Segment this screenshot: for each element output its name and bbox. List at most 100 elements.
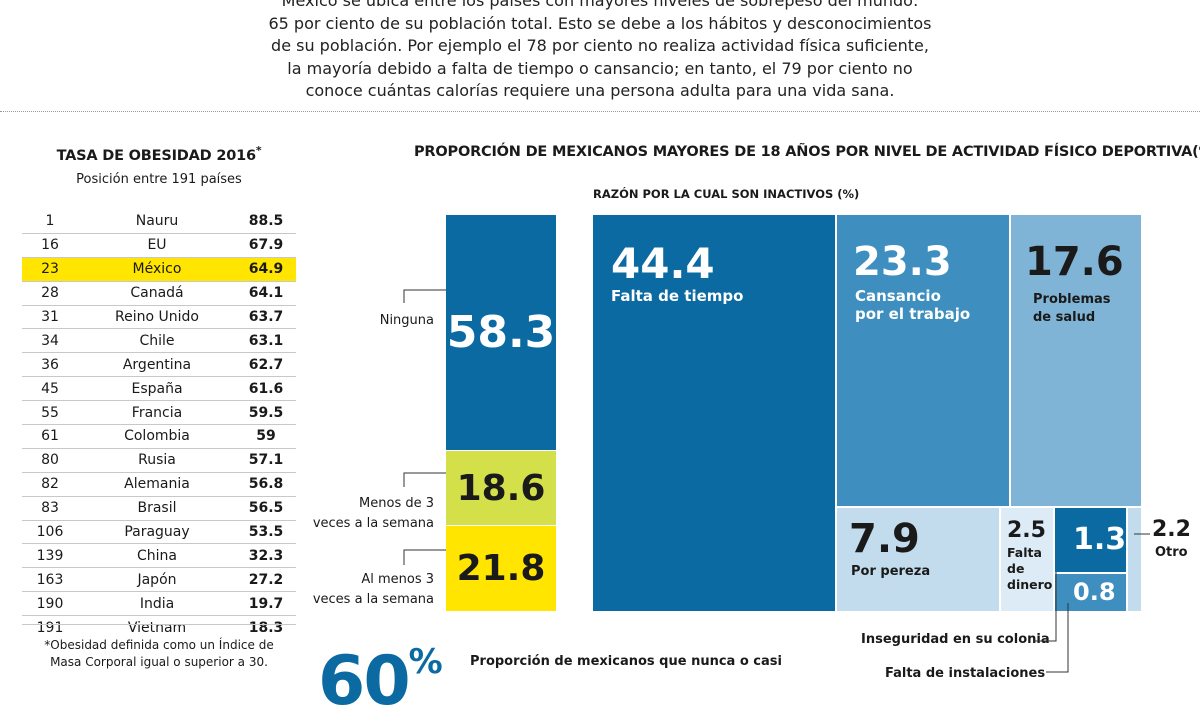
ranking-row: 28 Canadá 64.1 — [22, 280, 296, 305]
ranking-country: Francia — [131, 404, 183, 421]
ranking-value: 19.7 — [248, 595, 284, 612]
ranking-country: Brasil — [137, 500, 177, 517]
otro-label: Otro — [1155, 545, 1188, 560]
ranking-position: 16 — [41, 237, 59, 254]
ranking-country: Reino Unido — [115, 309, 199, 325]
ranking-country: Colombia — [124, 428, 190, 445]
ranking-row: 45 España 61.6 — [22, 376, 296, 400]
ranking-country: España — [131, 380, 183, 397]
ranking-position: 28 — [41, 285, 59, 302]
intro-line: México se ubica entre los países con may… — [281, 0, 919, 10]
ranking-country: EU — [147, 237, 167, 254]
ranking-row: 191 Vietnam 18.3 — [22, 615, 296, 639]
bar-segment-al-menos-3: 21.8 — [446, 526, 556, 611]
ranking-subtitle: Posición entre 191 países — [76, 172, 242, 187]
ranking-row: 23 México 64.9 — [22, 256, 296, 281]
treemap-tile-por-pereza: 7.9 Por pereza — [837, 508, 999, 611]
ranking-row: 61 Colombia 59 — [22, 424, 296, 448]
tile-label: Falta de dinero — [1007, 545, 1053, 592]
ranking-country: Rusia — [138, 452, 176, 469]
intro-line: conoce cuántas calorías requiere una per… — [305, 81, 895, 100]
ranking-position: 31 — [41, 309, 59, 325]
bar-segment-menos-de-3: 18.6 — [446, 451, 556, 525]
ranking-value: 57.1 — [248, 452, 284, 469]
ranking-value: 62.7 — [248, 356, 284, 373]
bar-segment-ninguna: 58.3 — [446, 215, 556, 450]
ranking-position: 139 — [36, 547, 64, 564]
intro-line: 65 por ciento de su población total. Est… — [268, 13, 932, 33]
ranking-value: 56.8 — [248, 476, 284, 493]
ranking-value: 18.3 — [248, 619, 284, 636]
treemap-tile-falta-de-tiempo: 44.4 Falta de tiempo — [593, 215, 835, 611]
ranking-row: 31 Reino Unido 63.7 — [22, 304, 296, 329]
activity-chart-title: PROPORCIÓN DE MEXICANOS MAYORES DE 18 AÑ… — [414, 144, 1200, 160]
ranking-title: TASA DE OBESIDAD 2016* — [56, 144, 262, 164]
ranking-country: Canadá — [130, 285, 184, 302]
treemap-tile-falta-de-instalaciones: 0.8 — [1055, 574, 1126, 611]
ranking-country: India — [139, 595, 175, 612]
ranking-position: 55 — [41, 404, 59, 421]
ranking-row: 34 Chile 63.1 — [22, 328, 296, 352]
ranking-position: 190 — [36, 595, 64, 612]
ranking-row: 82 Alemania 56.8 — [22, 471, 296, 496]
leader-line-inseguridad — [1033, 572, 1057, 642]
treemap-tile-falta-de-dinero: 2.5 Falta de dinero — [1001, 508, 1053, 611]
ranking-row: 163 Japón 27.2 — [22, 567, 296, 591]
ranking-row: 1 Nauru 88.5 — [22, 210, 296, 233]
ranking-country: China — [137, 547, 177, 564]
bar-label-al-menos-3: Al menos 3 veces a la semana — [312, 572, 434, 607]
ranking-position: 61 — [41, 428, 59, 445]
leader-lines — [403, 289, 1150, 673]
ranking-value: 59 — [256, 428, 276, 445]
ranking-country: Chile — [139, 332, 175, 349]
ranking-row: 55 Francia 59.5 — [22, 400, 296, 424]
leader-line-ninguna — [403, 289, 446, 303]
ranking-country: Nauru — [135, 213, 179, 230]
ranking-table-bottom-rule — [22, 624, 296, 625]
ranking-country: Paraguay — [124, 524, 190, 541]
ranking-row: 80 Rusia 57.1 — [22, 447, 296, 472]
ranking-value: 32.3 — [248, 547, 284, 564]
ranking-value: 63.7 — [248, 309, 284, 325]
ranking-value: 64.1 — [248, 285, 284, 302]
ranking-country: Argentina — [122, 356, 192, 373]
intro-line: de su población. Por ejemplo el 78 por c… — [271, 36, 929, 55]
ranking-value: 27.2 — [248, 571, 284, 588]
ranking-position: 23 — [41, 261, 59, 278]
big-percentage: 60% — [318, 642, 443, 721]
ranking-row: 190 India 19.7 — [22, 591, 296, 615]
ranking-row: 106 Paraguay 53.5 — [22, 519, 296, 544]
ranking-position: 163 — [36, 571, 64, 588]
ranking-position: 45 — [41, 380, 59, 397]
ranking-title-mark: * — [255, 144, 262, 157]
ranking-position: 34 — [41, 332, 59, 349]
treemap-tile-problemas-de-salud: 17.6 Problemas de salud — [1011, 215, 1141, 506]
leader-line-instalaciones — [1046, 603, 1069, 673]
ranking-value: 56.5 — [248, 500, 284, 517]
ranking-country: Vietnam — [127, 619, 187, 636]
ranking-position: 106 — [36, 524, 64, 541]
ranking-value: 63.1 — [248, 332, 284, 349]
bottom-caption: Proporción de mexicanos que nunca o casi — [470, 654, 782, 669]
bar-label-ninguna: Ninguna — [379, 313, 434, 328]
ranking-value: 88.5 — [248, 213, 284, 230]
ranking-row: 16 EU 67.9 — [22, 232, 296, 257]
treemap-tile-inseguridad: 1.3 — [1055, 508, 1126, 572]
ranking-value: 59.5 — [248, 404, 284, 421]
ranking-position: 80 — [41, 452, 59, 469]
reasons-chart-title: RAZÓN POR LA CUAL SON INACTIVOS (%) — [593, 187, 860, 201]
leader-line-al-menos-3 — [403, 549, 446, 565]
ranking-value: 61.6 — [248, 380, 284, 397]
ranking-footnote: *Obesidad definida como un Índice de Mas… — [44, 638, 274, 669]
ranking-value: 64.9 — [248, 261, 284, 278]
otro-value: 2.2 — [1152, 517, 1191, 542]
ranking-position: 1 — [45, 213, 55, 230]
ranking-position: 82 — [41, 476, 59, 493]
ranking-value: 53.5 — [248, 524, 284, 541]
ranking-value: 67.9 — [248, 237, 284, 254]
section-divider — [0, 111, 1200, 112]
tile-label: Cansancio por el trabajo — [855, 287, 971, 323]
ranking-position: 191 — [36, 619, 64, 636]
bar-label-menos-de-3: Menos de 3 veces a la semana — [312, 496, 434, 531]
intro-line: la mayoría debido a falta de tiempo o ca… — [287, 58, 913, 78]
